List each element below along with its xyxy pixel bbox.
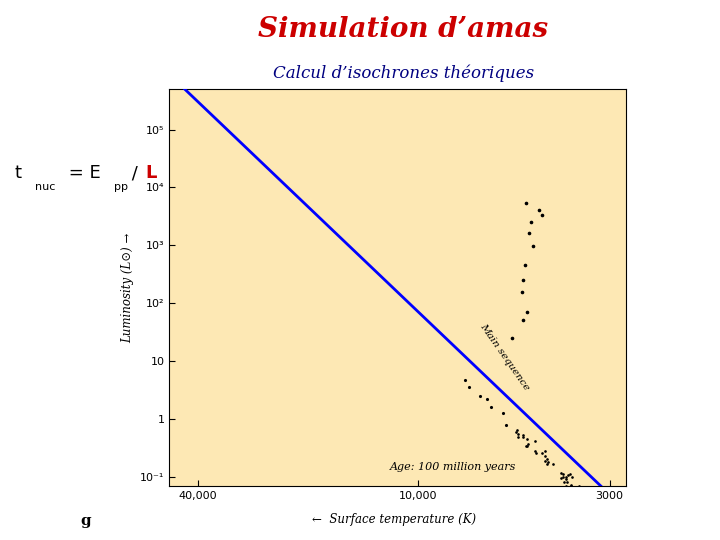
Text: Simulation d’amas: Simulation d’amas xyxy=(258,16,548,43)
Text: Calcul d’isochrones théoriques: Calcul d’isochrones théoriques xyxy=(273,65,534,82)
Text: g: g xyxy=(81,514,91,528)
Y-axis label: Luminosity (L⊙) →: Luminosity (L⊙) → xyxy=(122,232,135,343)
Text: pp: pp xyxy=(114,182,127,192)
Text: = E: = E xyxy=(63,164,100,182)
Text: t: t xyxy=(14,164,22,182)
Text: L: L xyxy=(145,164,157,182)
Text: Main sequence: Main sequence xyxy=(479,321,531,392)
Text: nuc: nuc xyxy=(35,182,55,192)
Text: ←  Surface temperature (K): ← Surface temperature (K) xyxy=(312,514,477,526)
Text: /: / xyxy=(126,164,143,182)
Text: Age: 100 million years: Age: 100 million years xyxy=(390,462,516,472)
